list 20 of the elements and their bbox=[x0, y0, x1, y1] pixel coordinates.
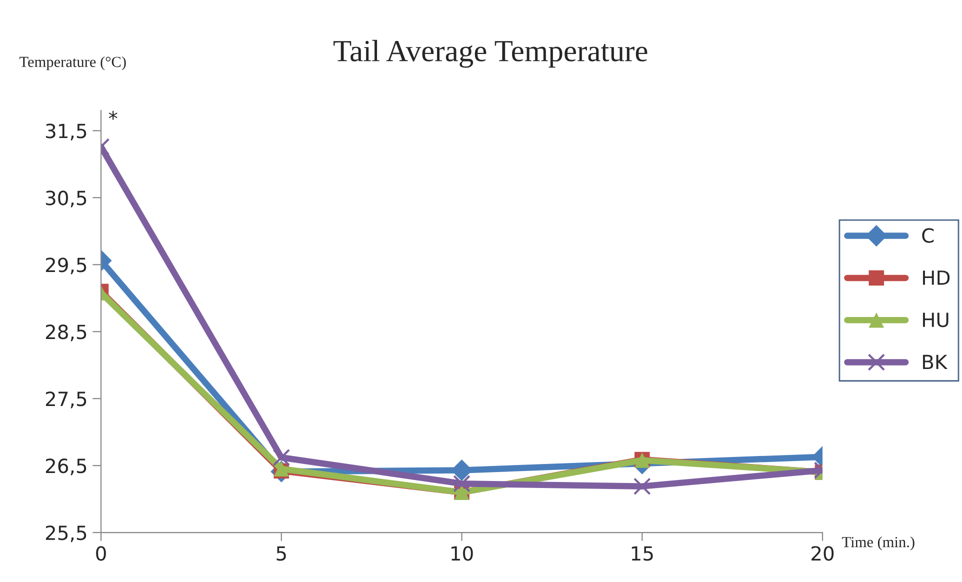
annotation: * bbox=[108, 110, 118, 120]
legend-label: HU bbox=[923, 312, 948, 328]
x-tick-label: 5 bbox=[276, 546, 286, 561]
legend-label: HD bbox=[923, 270, 950, 285]
x-tick-label: 15 bbox=[632, 546, 653, 561]
legend-label: BK bbox=[923, 354, 948, 370]
chart-title: Tail Average Temperature bbox=[334, 40, 648, 68]
y-tick-label: 31,5 bbox=[46, 124, 86, 140]
x-tick-label: 10 bbox=[452, 546, 473, 561]
y-tick-label: 28,5 bbox=[46, 324, 86, 342]
x-axis-title: Time (min.) bbox=[842, 536, 914, 550]
y-axis-title: Temperature (°C) bbox=[20, 56, 126, 70]
y-tick-label: 30,5 bbox=[46, 190, 86, 208]
x-tick-label: 0 bbox=[96, 546, 106, 561]
y-tick-label: 27,5 bbox=[46, 392, 86, 408]
x-tick-label: 20 bbox=[812, 546, 834, 561]
y-tick-label: 25,5 bbox=[46, 525, 86, 542]
y-tick-label: 29,5 bbox=[46, 258, 86, 274]
legend-label: C bbox=[922, 228, 934, 243]
y-tick-label: 26,5 bbox=[46, 458, 86, 476]
